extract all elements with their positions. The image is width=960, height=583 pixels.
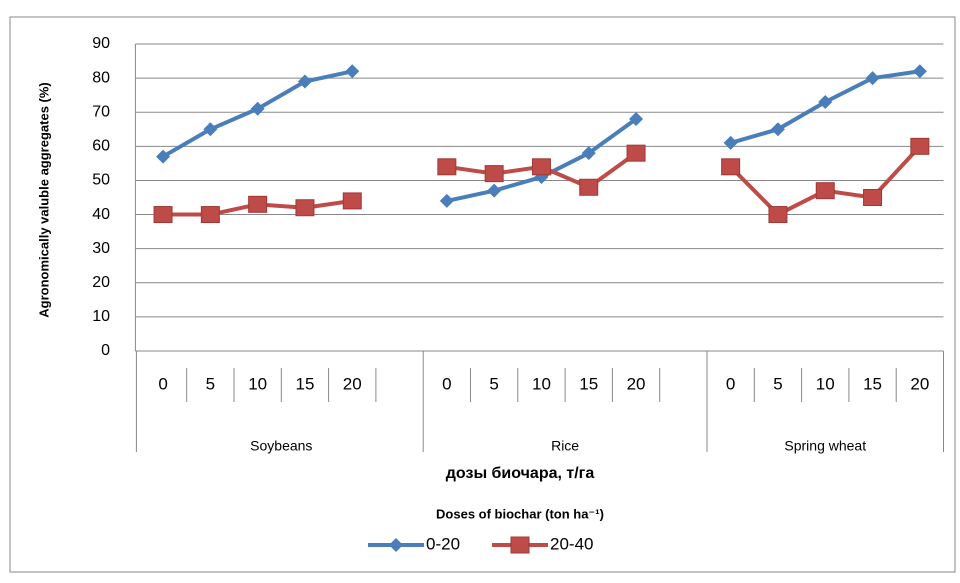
legend-marker	[389, 538, 403, 552]
y-tick-label: 70	[92, 103, 110, 120]
x-tick-label: 5	[489, 374, 498, 393]
point	[723, 135, 738, 150]
group-label: Spring wheat	[784, 438, 866, 454]
point	[579, 178, 599, 196]
y-axis-title: Agronomically valuble aggregates (%)	[36, 82, 51, 318]
chart-border	[9, 16, 956, 573]
point	[156, 149, 171, 164]
x-tick-label: 5	[206, 374, 215, 393]
y-tick-label: 90	[92, 35, 110, 52]
y-tick-label: 40	[92, 206, 110, 223]
y-tick-label: 60	[92, 138, 110, 155]
point	[297, 74, 312, 89]
y-tick-label: 0	[101, 342, 110, 359]
y-tick-label: 10	[92, 308, 110, 325]
point	[626, 144, 646, 162]
point	[863, 189, 883, 206]
point	[768, 206, 788, 224]
point	[342, 192, 362, 210]
point	[815, 182, 835, 200]
point	[248, 195, 268, 213]
point	[912, 64, 927, 79]
y-tick-label: 30	[92, 240, 110, 257]
y-tick-label: 80	[92, 69, 110, 86]
point	[531, 158, 551, 176]
x-tick-label: 0	[442, 374, 451, 393]
x-tick-label: 20	[910, 374, 929, 393]
point	[203, 122, 218, 137]
point	[439, 193, 454, 208]
legend-label: 20-40	[550, 534, 593, 553]
x-tick-label: 10	[248, 374, 267, 393]
x-tick-label: 10	[532, 374, 551, 393]
point	[200, 206, 220, 224]
x-tick-label: 15	[863, 374, 882, 393]
x-tick-label: 10	[816, 374, 835, 393]
point	[295, 199, 315, 217]
point	[250, 101, 265, 116]
point	[770, 122, 785, 137]
x-tick-label: 15	[579, 374, 598, 393]
x-tick-label: 0	[726, 374, 735, 393]
x-tick-label: 15	[295, 374, 314, 393]
point	[345, 64, 360, 79]
point	[629, 112, 644, 127]
point	[818, 94, 833, 109]
point	[865, 71, 880, 86]
point	[721, 158, 741, 176]
group-label: Soybeans	[250, 438, 312, 454]
x-tick-label: 5	[773, 374, 782, 393]
point	[910, 137, 930, 155]
x-tick-label: 20	[627, 374, 646, 393]
point	[487, 183, 502, 198]
y-tick-label: 20	[92, 274, 110, 291]
x-tick-label: 0	[158, 374, 167, 393]
group-label: Rice	[551, 438, 579, 454]
x-tick-label: 20	[343, 374, 362, 393]
point	[581, 146, 596, 161]
x-axis-subtitle: Doses of biochar (ton ha⁻¹)	[436, 506, 604, 521]
point	[484, 165, 504, 183]
point	[153, 206, 173, 224]
legend-marker	[510, 536, 530, 554]
x-axis-title: дозы биочара, т/га	[446, 465, 595, 482]
y-tick-label: 50	[92, 172, 110, 189]
point	[437, 158, 457, 176]
legend-label: 0-20	[426, 534, 460, 553]
